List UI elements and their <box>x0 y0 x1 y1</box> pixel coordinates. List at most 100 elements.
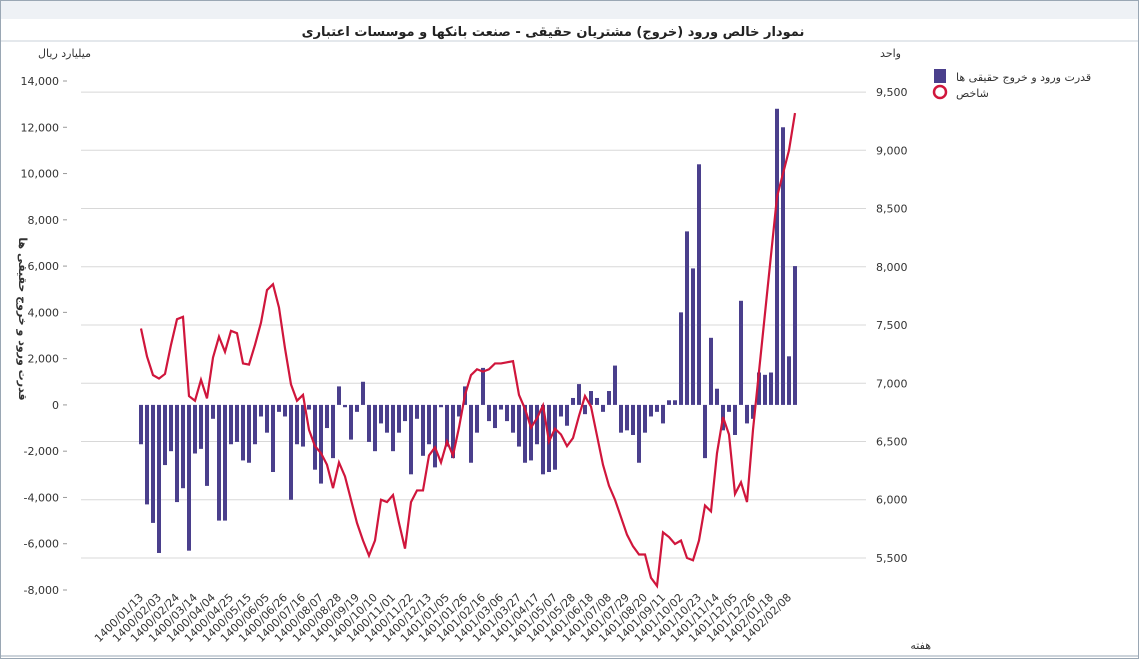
bar <box>301 404 305 447</box>
bar <box>667 400 671 405</box>
bar <box>565 404 569 426</box>
bar <box>703 404 707 459</box>
y-tick-label: 2,000 <box>28 353 60 366</box>
bar <box>649 404 653 417</box>
bar <box>529 404 533 461</box>
bar <box>391 404 395 452</box>
y2-tick-label: 8,000 <box>876 261 908 274</box>
bar <box>373 404 377 452</box>
bar <box>433 404 437 468</box>
bar <box>697 164 701 405</box>
bar <box>691 268 695 405</box>
bar <box>727 404 731 412</box>
bar <box>415 404 419 419</box>
bar <box>625 404 629 431</box>
bar <box>499 404 503 410</box>
bar <box>661 404 665 424</box>
bar <box>709 337 713 405</box>
bar <box>271 404 275 473</box>
bar <box>157 404 161 553</box>
bar <box>337 386 341 405</box>
bar <box>679 312 683 405</box>
y-tick-label: 6,000 <box>28 260 60 273</box>
bar <box>733 404 737 435</box>
bar <box>601 404 605 412</box>
bar <box>475 404 479 433</box>
y-tick-label: 10,000 <box>21 168 60 181</box>
bar <box>673 400 677 405</box>
bar <box>595 397 599 405</box>
y2-unit: واحد <box>880 47 901 60</box>
bar <box>307 404 311 410</box>
bar <box>367 404 371 442</box>
y-tick-label: 8,000 <box>28 214 60 227</box>
bar <box>145 404 149 505</box>
bar <box>583 404 587 415</box>
bar <box>187 404 191 551</box>
bar <box>469 404 473 463</box>
y-unit: میلیارد ریال <box>38 47 91 60</box>
y-tick-label: 4,000 <box>28 306 60 319</box>
bar <box>763 374 767 405</box>
bar <box>571 397 575 405</box>
bar <box>481 367 485 405</box>
bar <box>745 404 749 424</box>
y-tick-label: 12,000 <box>21 121 60 134</box>
y2-tick-label: 7,500 <box>876 319 908 332</box>
bar <box>523 404 527 463</box>
bar <box>229 404 233 445</box>
bar <box>175 404 179 503</box>
bar <box>589 391 593 405</box>
bar <box>193 404 197 454</box>
bar <box>139 404 143 445</box>
bar <box>211 404 215 419</box>
bar <box>607 391 611 405</box>
chart-title: نمودار خالص ورود (خروج) مشتریان حقیقی - … <box>302 25 805 40</box>
y-tick-label: -4,000 <box>24 491 59 504</box>
y2-tick-label: 8,500 <box>876 203 908 216</box>
bar <box>283 404 287 417</box>
y-tick-label: 0 <box>52 399 59 412</box>
bar <box>493 404 497 429</box>
bar <box>787 356 791 405</box>
bar <box>715 388 719 405</box>
bar <box>355 404 359 412</box>
bar <box>739 300 743 405</box>
y2-tick-label: 5,500 <box>876 552 908 565</box>
bar <box>397 404 401 433</box>
index-line <box>139 112 797 589</box>
bar <box>619 404 623 433</box>
bar <box>409 404 413 475</box>
bar <box>781 127 785 405</box>
bar <box>637 404 641 463</box>
bar <box>295 404 299 445</box>
bar <box>457 404 461 417</box>
bar <box>511 404 515 433</box>
y2-tick-label: 9,000 <box>876 144 908 157</box>
y2-tick-label: 6,000 <box>876 494 908 507</box>
bar <box>487 404 491 422</box>
bar <box>751 404 755 419</box>
bar <box>655 404 659 412</box>
legend-swatch <box>934 69 946 83</box>
bar <box>685 231 689 405</box>
bar <box>235 404 239 442</box>
bar <box>247 404 251 463</box>
window-bar <box>1 1 1138 19</box>
y2-tick-label: 6,500 <box>876 435 908 448</box>
bar <box>205 404 209 486</box>
bar <box>277 404 281 412</box>
bar <box>181 404 185 489</box>
bar <box>517 404 521 447</box>
bar <box>217 404 221 521</box>
y-label: قدرت ورود و خروج حقیقی ها <box>15 237 29 400</box>
bar <box>313 404 317 470</box>
bar <box>259 404 263 417</box>
bar <box>349 404 353 440</box>
bar <box>265 404 269 433</box>
bar <box>439 404 443 408</box>
bar <box>421 404 425 456</box>
bar <box>385 404 389 433</box>
y2-tick-label: 9,500 <box>876 86 908 99</box>
